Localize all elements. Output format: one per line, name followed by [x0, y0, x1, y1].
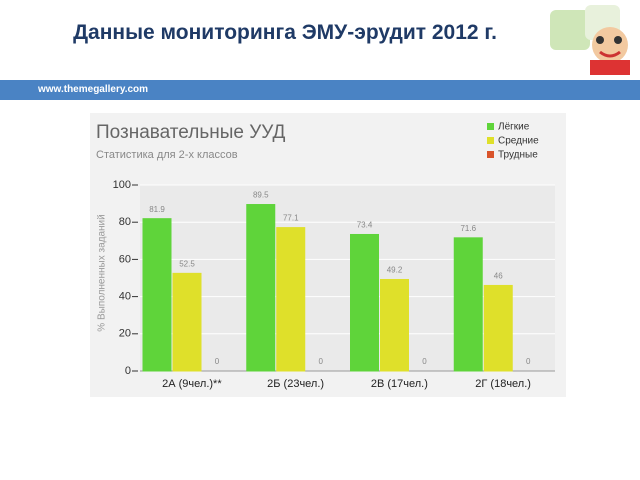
legend-swatch — [487, 137, 494, 144]
chart: Познавательные УУД Статистика для 2-х кл… — [90, 113, 566, 397]
chart-subtitle: Статистика для 2-х классов — [96, 149, 238, 161]
y-tick-label: 60 — [119, 253, 131, 265]
bar — [483, 284, 513, 372]
y-tick-label: 100 — [113, 179, 131, 191]
x-tick-label: 2Г (18чел.) — [475, 378, 531, 390]
bar — [453, 237, 483, 372]
y-tick-label: 40 — [119, 291, 131, 303]
bar — [246, 204, 276, 372]
legend-swatch — [487, 151, 494, 158]
header-band — [0, 80, 640, 100]
legend-label: Трудные — [498, 150, 538, 161]
bar — [350, 233, 379, 372]
y-tick-label: 80 — [119, 216, 131, 228]
x-tick-label: 2В (17чел.) — [371, 378, 428, 390]
data-label: 0 — [319, 357, 324, 366]
decoration — [550, 5, 630, 75]
bar — [276, 227, 306, 372]
slide-title: Данные мониторинга ЭМУ-эрудит 2012 г. — [73, 21, 497, 44]
bar — [142, 218, 172, 372]
data-label: 46 — [494, 272, 503, 281]
url: www.themegallery.com — [38, 84, 149, 95]
data-label: 71.6 — [460, 224, 476, 233]
data-label: 0 — [526, 357, 531, 366]
y-axis-title: % Выполненных заданий — [97, 214, 108, 331]
bar — [380, 278, 409, 372]
legend-swatch — [487, 123, 494, 130]
data-label: 77.1 — [283, 214, 299, 223]
y-tick-label: 20 — [119, 328, 131, 340]
bar — [172, 272, 202, 372]
data-label: 73.4 — [357, 221, 373, 230]
data-label: 0 — [215, 357, 220, 366]
chart-title: Познавательные УУД — [96, 122, 286, 143]
legend-label: Средние — [498, 136, 539, 147]
data-label: 81.9 — [149, 205, 165, 214]
legend-label: Лёгкие — [498, 122, 530, 133]
data-label: 0 — [422, 357, 427, 366]
x-tick-label: 2А (9чел.)** — [162, 378, 222, 390]
y-tick-label: 0 — [125, 365, 131, 377]
data-label: 49.2 — [387, 266, 403, 275]
data-label: 89.5 — [253, 191, 269, 200]
x-tick-label: 2Б (23чел.) — [267, 378, 324, 390]
data-label: 52.5 — [179, 259, 195, 268]
